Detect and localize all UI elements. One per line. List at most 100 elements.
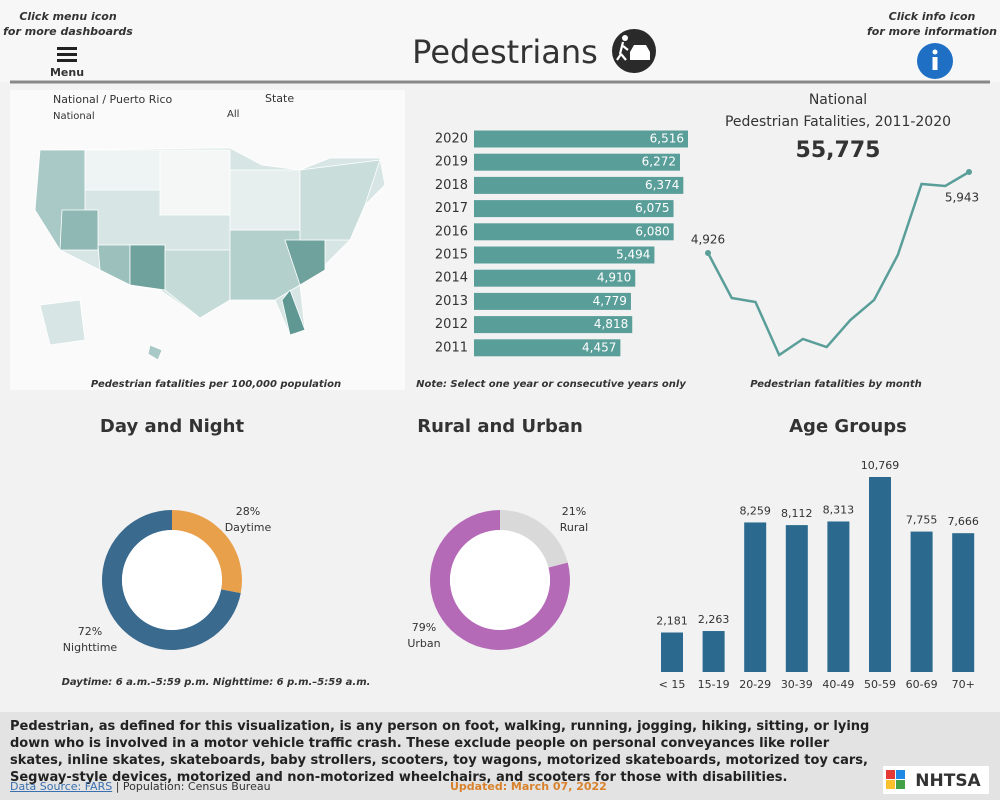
bar	[744, 522, 767, 672]
line	[706, 170, 970, 357]
bar	[952, 533, 975, 672]
charts: Note: Select one year or consecutive yea…	[62, 130, 979, 691]
slice-value: 28%	[236, 505, 260, 518]
x-tick-label: 30-39	[781, 678, 813, 691]
menu-hint: for more dashboards	[3, 25, 133, 38]
x-tick-label: 40-49	[822, 678, 854, 691]
slice-value: 21%	[562, 505, 586, 518]
value-label: 4,818	[594, 317, 628, 331]
menu-label[interactable]: Menu	[50, 66, 84, 79]
value-label: 6,080	[635, 224, 669, 238]
bar	[785, 525, 808, 672]
year-label: 2018	[435, 178, 468, 193]
x-tick-label: 50-59	[864, 678, 896, 691]
value-label: 4,457	[582, 340, 616, 354]
slice-value: 79%	[412, 621, 436, 634]
updated: Updated: March 07, 2022	[450, 780, 607, 793]
footer-band	[0, 712, 1000, 800]
bar	[474, 153, 680, 171]
bar	[474, 339, 621, 357]
bar	[474, 316, 633, 334]
info-icon[interactable]	[917, 43, 953, 79]
bar	[474, 130, 688, 148]
value-label: 7,666	[947, 515, 979, 528]
menu-hint: Click menu icon	[19, 10, 117, 23]
source: Data Source: FARS | Population: Census B…	[10, 780, 271, 793]
page-title: Pedestrians	[412, 33, 598, 71]
year-label: 2019	[435, 155, 468, 170]
slice-value: 72%	[78, 625, 102, 638]
slice-label: Daytime	[225, 521, 272, 534]
point	[705, 249, 711, 256]
x-tick-label: < 15	[659, 678, 686, 691]
value-label: 4,779	[593, 294, 627, 308]
slice-label: Urban	[407, 637, 440, 650]
value-label: 6,272	[642, 155, 676, 169]
value-label: 2,263	[698, 613, 730, 626]
chart-caption: Note: Select one year or consecutive yea…	[416, 379, 686, 390]
filter-label: State	[265, 92, 294, 105]
x-tick-label: 70+	[952, 678, 975, 691]
slice-label: Nighttime	[63, 641, 118, 654]
us-map	[34, 147, 386, 361]
value-label: 7,755	[906, 514, 938, 527]
info-hint: for more information	[867, 25, 997, 38]
total-value: 55,775	[796, 138, 881, 163]
population-source: | Population: Census Bureau	[115, 780, 271, 793]
slice-label: Rural	[560, 521, 588, 534]
point	[966, 169, 972, 175]
value-label: 8,313	[823, 503, 855, 516]
value-label: 5,494	[616, 248, 650, 262]
donut-hole	[122, 530, 222, 630]
donut-slice	[500, 510, 568, 568]
chart-caption: Daytime: 6 a.m.–5:59 p.m. Nighttime: 6 p…	[62, 677, 371, 688]
bar	[661, 632, 683, 672]
total-title: National	[809, 92, 867, 108]
bar	[474, 176, 684, 194]
chart-title: Age Groups	[789, 416, 907, 437]
year-label: 2017	[435, 201, 468, 216]
bar	[474, 269, 636, 287]
year-label: 2013	[435, 294, 468, 309]
filter-value[interactable]: National	[53, 111, 95, 122]
header-band	[0, 0, 1000, 82]
chart-title: Rural and Urban	[417, 416, 583, 437]
year-label: 2016	[435, 224, 468, 239]
x-tick-label: 15-19	[698, 678, 730, 691]
donut-slice	[172, 510, 242, 594]
value-label: 5,943	[945, 191, 979, 205]
bar	[869, 477, 891, 672]
bar	[910, 531, 933, 672]
pedestrian-icon	[612, 29, 656, 73]
bar	[827, 521, 850, 672]
bar	[474, 223, 674, 241]
bar	[474, 292, 631, 310]
year-label: 2014	[435, 271, 468, 286]
year-label: 2012	[435, 317, 468, 332]
x-tick-label: 60-69	[906, 678, 938, 691]
bar	[474, 246, 655, 264]
value-label: 6,374	[645, 178, 679, 192]
info-hint: Click info icon	[889, 10, 976, 23]
bar	[702, 631, 725, 672]
chart-title: Day and Night	[100, 416, 245, 437]
value-label: 4,910	[597, 271, 631, 285]
value-label: 4,926	[691, 232, 725, 246]
filter-label: National / Puerto Rico	[53, 93, 173, 106]
bar	[474, 200, 674, 218]
year-label: 2011	[435, 340, 468, 355]
value-label: 6,516	[650, 132, 684, 146]
map-caption: Pedestrian fatalities per 100,000 popula…	[91, 379, 341, 390]
chart-caption: Pedestrian fatalities by month	[750, 379, 922, 390]
definition: Pedestrian, as defined for this visualiz…	[10, 719, 870, 785]
source-link[interactable]: Data Source: FARS	[10, 780, 113, 793]
filter-value[interactable]: All	[227, 109, 239, 120]
value-label: 6,075	[635, 201, 669, 215]
year-label: 2020	[435, 132, 468, 147]
value-label: 10,769	[861, 459, 900, 472]
menu-icon[interactable]	[57, 47, 77, 62]
x-tick-label: 20-29	[739, 678, 771, 691]
value-label: 8,259	[739, 504, 771, 517]
